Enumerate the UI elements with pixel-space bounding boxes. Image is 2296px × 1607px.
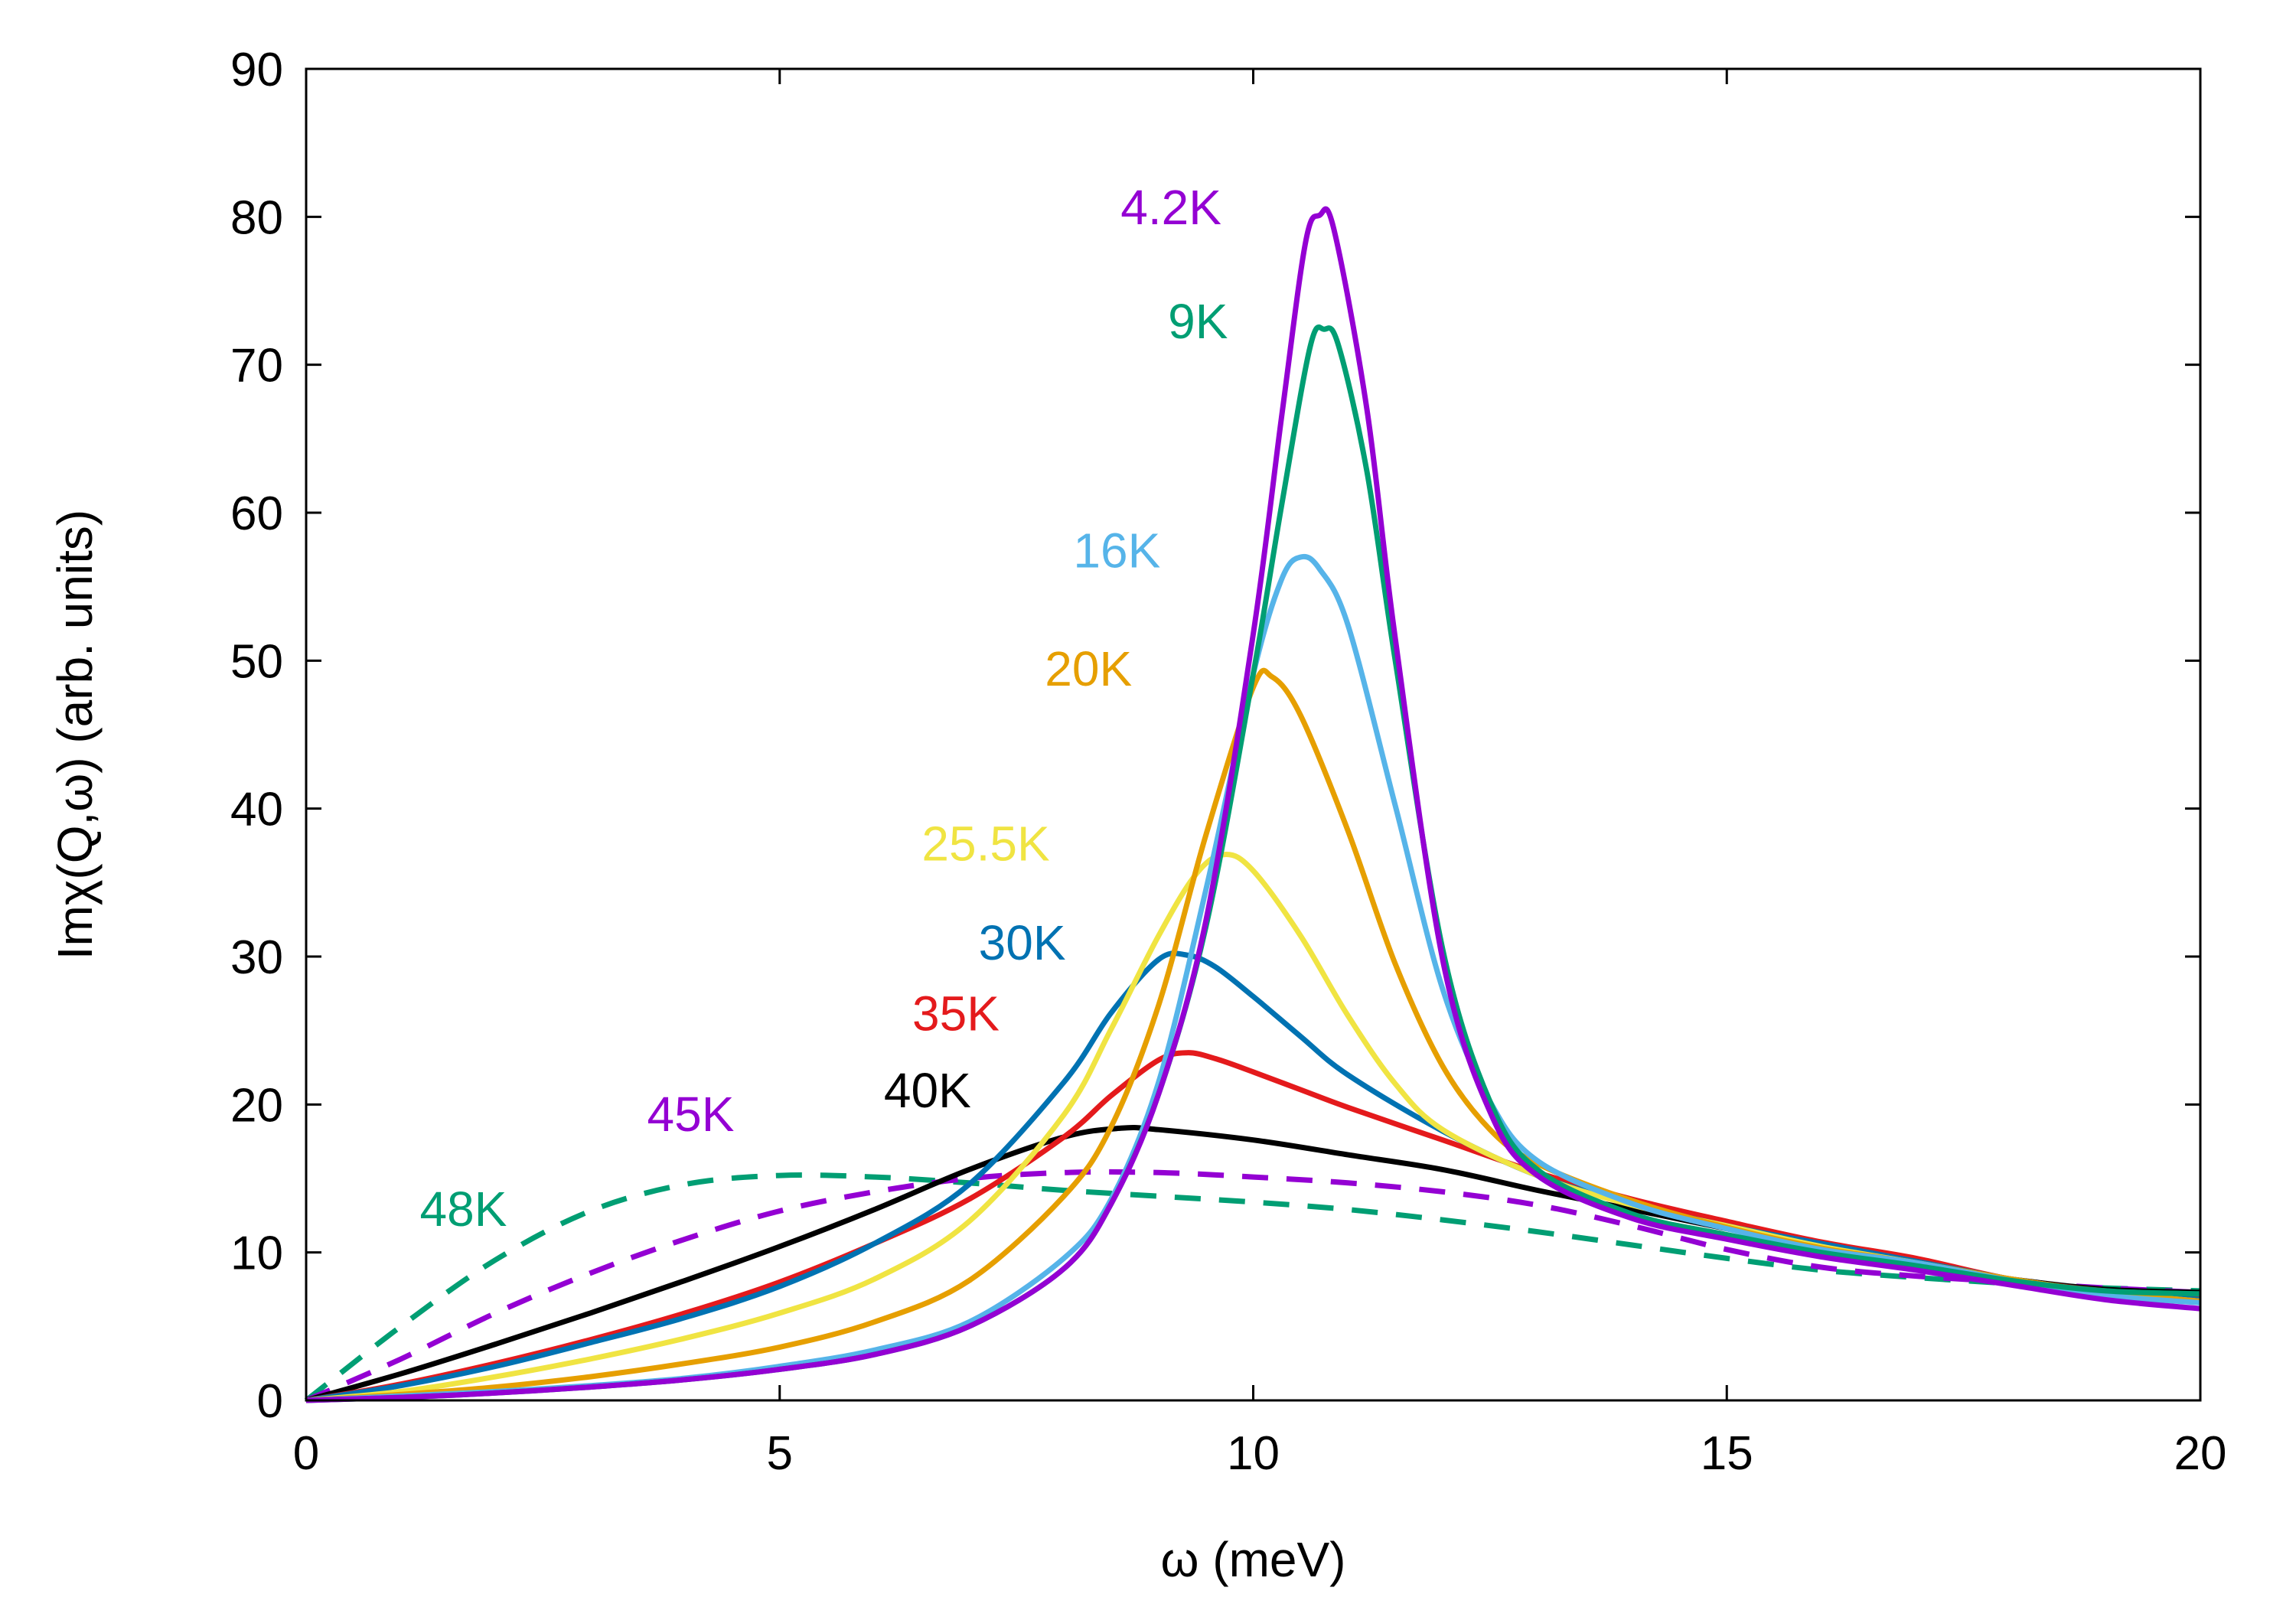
- series-label-30k: 30K: [979, 915, 1066, 970]
- y-axis-label: Imχ(Q,ω) (arb. units): [47, 510, 103, 960]
- y-tick-label: 80: [230, 191, 283, 244]
- x-tick-label: 5: [767, 1427, 793, 1480]
- series-label-40k: 40K: [884, 1063, 971, 1118]
- series-label-4-2k: 4.2K: [1120, 180, 1221, 235]
- x-axis-label: ω (meV): [1161, 1532, 1346, 1587]
- series-line-4-2k: [305, 206, 2201, 1403]
- series-line-48k: [304, 1172, 2201, 1403]
- plot-frame: [305, 67, 2202, 1402]
- y-tick-label: 90: [230, 44, 283, 96]
- series-label-45k: 45K: [647, 1087, 735, 1142]
- series-label-9k: 9K: [1168, 294, 1228, 349]
- series-label-16k: 16K: [1073, 523, 1160, 579]
- series-line-9k: [305, 324, 2201, 1403]
- y-tick-label: 40: [230, 784, 283, 836]
- y-tick-label: 10: [230, 1227, 283, 1280]
- x-tick-label: 0: [293, 1427, 319, 1480]
- series-line-25-5k: [305, 852, 2201, 1403]
- y-tick-label: 70: [230, 340, 283, 393]
- y-tick-label: 30: [230, 931, 283, 984]
- series-line-20k: [305, 667, 2201, 1403]
- series-label-25-5k: 25.5K: [921, 816, 1049, 871]
- series-line-35k: [305, 1050, 2201, 1403]
- series-line-30k: [305, 950, 2201, 1403]
- y-tick-label: 50: [230, 635, 283, 688]
- series-labels: 48K 45K 40K 35K 30K 25.5K 20K 16K 9K 4.2K: [420, 180, 1228, 1237]
- axis-ticks: 0 5 10 15 20 0 10 20 30 40 50 60 70 80 90: [230, 44, 2226, 1480]
- series-curves: [304, 206, 2201, 1403]
- series-label-35k: 35K: [912, 986, 1000, 1041]
- x-tick-label: 10: [1227, 1427, 1280, 1480]
- x-tick-label: 20: [2174, 1427, 2227, 1480]
- x-tick-label: 15: [1701, 1427, 1753, 1480]
- series-label-48k: 48K: [420, 1182, 507, 1237]
- series-line-45k: [305, 1169, 2201, 1403]
- y-tick-label: 0: [257, 1375, 283, 1428]
- series-label-20k: 20K: [1045, 641, 1132, 696]
- y-tick-label: 60: [230, 487, 283, 540]
- y-tick-label: 20: [230, 1079, 283, 1132]
